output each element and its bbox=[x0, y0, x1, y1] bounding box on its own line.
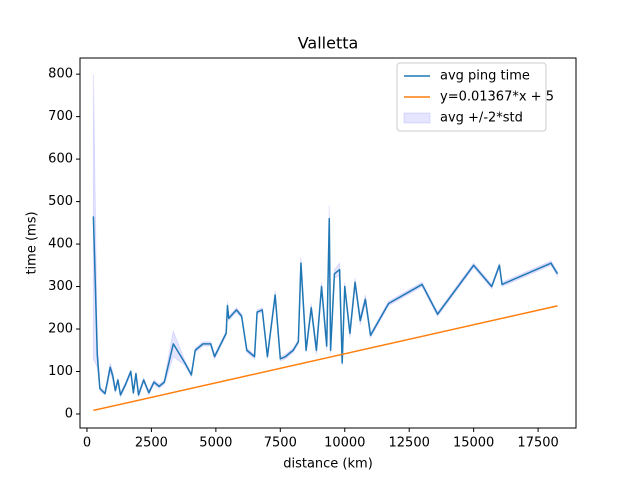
legend-label: y=0.01367*x + 5 bbox=[440, 90, 554, 105]
series-line bbox=[92, 216, 559, 396]
y-tick-label: 300 bbox=[48, 279, 73, 294]
y-tick-label: 0 bbox=[65, 406, 73, 421]
legend: avg ping time y=0.01367*x + 5 avg +/-2*std bbox=[396, 62, 554, 132]
y-axis-label: time (ms) bbox=[25, 211, 40, 274]
x-tick-label: 5000 bbox=[199, 436, 232, 451]
x-axis-label: distance (km) bbox=[283, 457, 373, 472]
legend-label: avg ping time bbox=[440, 69, 530, 84]
axes-frame bbox=[79, 57, 577, 429]
x-tick-label: 17500 bbox=[517, 436, 558, 451]
y-tick-label: 100 bbox=[48, 364, 73, 379]
x-tick-label: 2500 bbox=[135, 436, 168, 451]
y-tick-label: 200 bbox=[48, 322, 73, 337]
y-tick-label: 600 bbox=[48, 152, 73, 167]
x-tick-label: 0 bbox=[83, 436, 91, 451]
legend-label: avg +/-2*std bbox=[440, 111, 523, 126]
plot-area bbox=[92, 74, 559, 412]
y-tick-label: 500 bbox=[48, 194, 73, 209]
y-tick-label: 400 bbox=[48, 237, 73, 252]
y-tick-label: 800 bbox=[48, 67, 73, 82]
series-line bbox=[93, 305, 558, 412]
y-tick-label: 700 bbox=[48, 109, 73, 124]
chart-title: Valletta bbox=[298, 34, 359, 53]
x-tick-label: 15000 bbox=[453, 436, 494, 451]
legend-swatch bbox=[403, 112, 431, 124]
x-tick-label: 12500 bbox=[389, 436, 430, 451]
legend-box bbox=[396, 62, 547, 132]
x-tick-label: 7500 bbox=[264, 436, 297, 451]
x-tick-label: 10000 bbox=[324, 436, 365, 451]
